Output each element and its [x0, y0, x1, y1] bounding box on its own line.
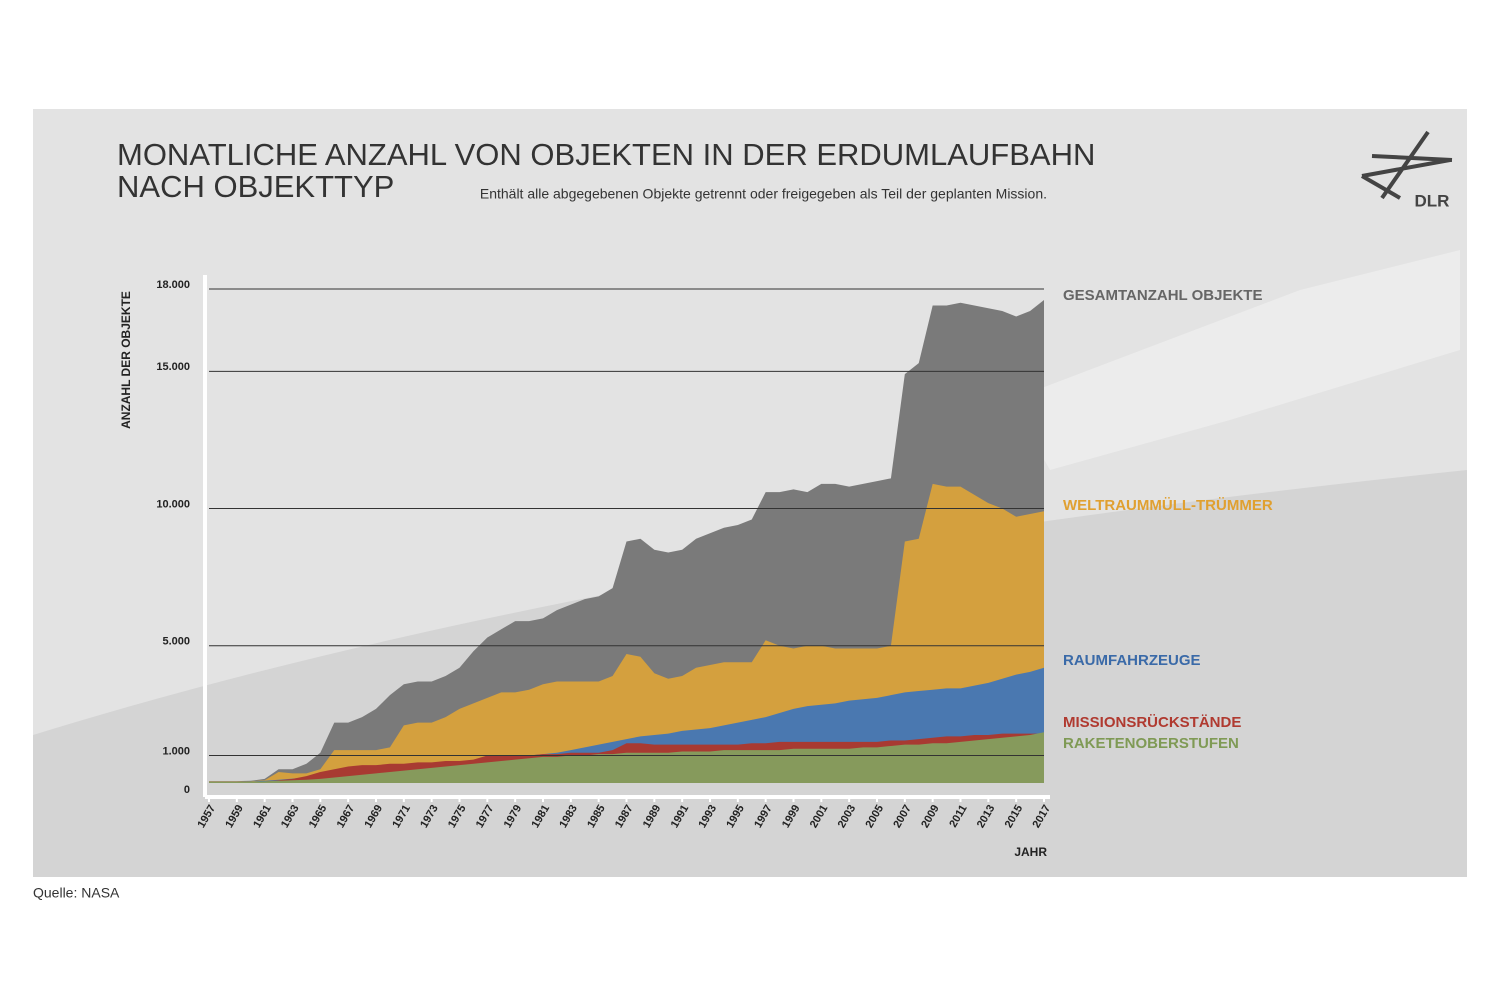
- area: [209, 732, 1044, 783]
- y-tick-label: 0: [184, 784, 190, 796]
- y-tick-label: 1.000: [162, 745, 190, 757]
- logo-mark: [1360, 130, 1453, 200]
- logo: [1360, 130, 1453, 200]
- y-tick-label: 18.000: [156, 279, 190, 291]
- legend-label: RAKETENOBERSTUFEN: [1063, 735, 1239, 752]
- x-axis-label: JAHR: [1014, 845, 1047, 859]
- chart-subtitle: Enthält alle abgegebenen Objekte getrenn…: [480, 186, 1047, 202]
- source: Quelle: NASA: [33, 885, 120, 901]
- y-tick-label: 10.000: [156, 498, 190, 510]
- legend-label: WELTRAUMMÜLL-TRÜMMER: [1063, 497, 1273, 514]
- legend-label: RAUMFAHRZEUGE: [1063, 652, 1201, 669]
- y-axis-label: ANZAHL DER OBJEKTE: [119, 291, 133, 429]
- legend-label: MISSIONSRÜCKSTÄNDE: [1063, 714, 1241, 731]
- satellite-decoration: [1010, 250, 1460, 470]
- chart-title: MONATLICHE ANZAHL VON OBJEKTEN IN DER ER…: [117, 137, 1095, 172]
- legend-label: GESAMTANZAHL OBJEKTE: [1063, 287, 1262, 304]
- y-tick-label: 15.000: [156, 361, 190, 373]
- y-tick-label: 5.000: [162, 636, 190, 648]
- chart-title: NACH OBJEKTTYP: [117, 169, 394, 204]
- logo-text: DLR: [1415, 191, 1450, 210]
